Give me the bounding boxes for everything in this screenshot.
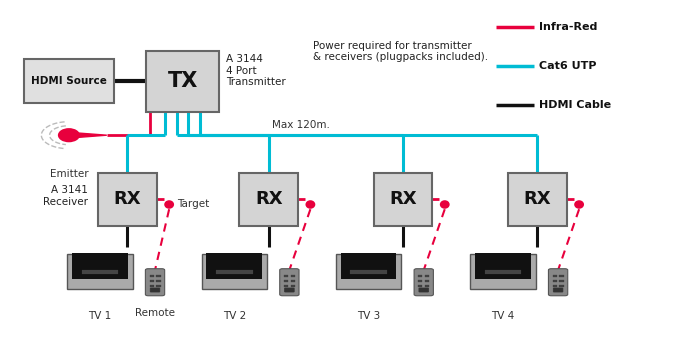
FancyBboxPatch shape bbox=[418, 280, 422, 282]
Text: TV 4: TV 4 bbox=[491, 311, 515, 321]
FancyBboxPatch shape bbox=[341, 253, 396, 279]
FancyBboxPatch shape bbox=[559, 280, 564, 282]
FancyBboxPatch shape bbox=[364, 264, 373, 272]
FancyBboxPatch shape bbox=[414, 269, 433, 296]
FancyBboxPatch shape bbox=[156, 275, 161, 277]
Text: HDMI Cable: HDMI Cable bbox=[539, 100, 611, 110]
Ellipse shape bbox=[440, 200, 450, 209]
FancyBboxPatch shape bbox=[559, 285, 564, 287]
FancyBboxPatch shape bbox=[230, 264, 238, 272]
FancyBboxPatch shape bbox=[202, 254, 267, 289]
FancyBboxPatch shape bbox=[72, 253, 127, 279]
Text: Emitter: Emitter bbox=[50, 169, 88, 179]
Ellipse shape bbox=[58, 128, 80, 142]
FancyBboxPatch shape bbox=[24, 59, 114, 103]
Text: Cat6 UTP: Cat6 UTP bbox=[539, 61, 596, 71]
Text: Target: Target bbox=[178, 199, 209, 210]
FancyBboxPatch shape bbox=[284, 275, 288, 277]
FancyBboxPatch shape bbox=[98, 173, 156, 226]
FancyBboxPatch shape bbox=[425, 285, 429, 287]
FancyBboxPatch shape bbox=[240, 173, 298, 226]
FancyBboxPatch shape bbox=[418, 275, 422, 277]
Ellipse shape bbox=[574, 200, 584, 209]
Text: TV 1: TV 1 bbox=[88, 311, 112, 321]
Text: Max 120m.: Max 120m. bbox=[272, 120, 330, 130]
FancyBboxPatch shape bbox=[156, 280, 161, 282]
FancyBboxPatch shape bbox=[499, 264, 507, 272]
Text: A 3141
Receiver: A 3141 Receiver bbox=[43, 185, 88, 207]
FancyBboxPatch shape bbox=[67, 254, 132, 289]
FancyBboxPatch shape bbox=[419, 288, 429, 292]
Text: Power required for transmitter
& receivers (plugpacks included).: Power required for transmitter & receive… bbox=[313, 41, 489, 62]
Ellipse shape bbox=[164, 200, 174, 209]
FancyBboxPatch shape bbox=[425, 280, 429, 282]
FancyBboxPatch shape bbox=[553, 285, 557, 287]
Text: RX: RX bbox=[255, 190, 282, 209]
Text: TX: TX bbox=[167, 71, 198, 91]
Text: RX: RX bbox=[524, 190, 551, 209]
FancyBboxPatch shape bbox=[553, 280, 557, 282]
FancyBboxPatch shape bbox=[475, 253, 531, 279]
Text: RX: RX bbox=[389, 190, 417, 209]
FancyBboxPatch shape bbox=[207, 253, 262, 279]
FancyBboxPatch shape bbox=[96, 264, 104, 272]
Text: Remote: Remote bbox=[135, 308, 175, 318]
Polygon shape bbox=[76, 133, 107, 138]
Text: TV 2: TV 2 bbox=[223, 311, 246, 321]
Text: Infra-Red: Infra-Red bbox=[539, 22, 597, 32]
FancyBboxPatch shape bbox=[548, 269, 568, 296]
FancyBboxPatch shape bbox=[418, 285, 422, 287]
FancyBboxPatch shape bbox=[425, 275, 429, 277]
FancyBboxPatch shape bbox=[284, 280, 288, 282]
FancyBboxPatch shape bbox=[336, 254, 401, 289]
Text: RX: RX bbox=[114, 190, 141, 209]
Text: TV 3: TV 3 bbox=[357, 311, 380, 321]
Text: HDMI Source: HDMI Source bbox=[31, 76, 107, 86]
FancyBboxPatch shape bbox=[150, 285, 154, 287]
FancyBboxPatch shape bbox=[147, 51, 219, 112]
Text: A 3144
4 Port
Transmitter: A 3144 4 Port Transmitter bbox=[226, 54, 285, 87]
FancyBboxPatch shape bbox=[156, 285, 161, 287]
FancyBboxPatch shape bbox=[291, 285, 295, 287]
FancyBboxPatch shape bbox=[508, 173, 566, 226]
FancyBboxPatch shape bbox=[280, 269, 299, 296]
FancyBboxPatch shape bbox=[470, 254, 536, 289]
FancyBboxPatch shape bbox=[284, 285, 288, 287]
FancyBboxPatch shape bbox=[150, 288, 160, 292]
Ellipse shape bbox=[305, 200, 316, 209]
FancyBboxPatch shape bbox=[291, 280, 295, 282]
FancyBboxPatch shape bbox=[150, 275, 154, 277]
FancyBboxPatch shape bbox=[559, 275, 564, 277]
FancyBboxPatch shape bbox=[553, 275, 557, 277]
FancyBboxPatch shape bbox=[291, 275, 295, 277]
FancyBboxPatch shape bbox=[285, 288, 294, 292]
FancyBboxPatch shape bbox=[553, 288, 563, 292]
FancyBboxPatch shape bbox=[373, 173, 433, 226]
FancyBboxPatch shape bbox=[145, 269, 165, 296]
FancyBboxPatch shape bbox=[150, 280, 154, 282]
